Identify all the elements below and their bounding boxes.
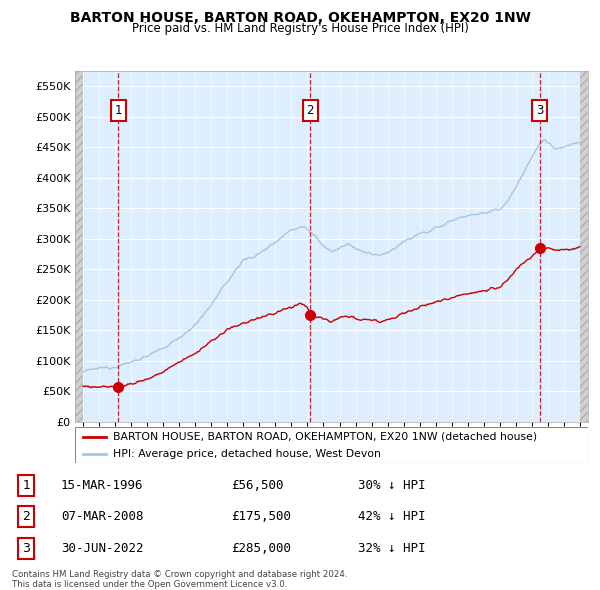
- Text: HPI: Average price, detached house, West Devon: HPI: Average price, detached house, West…: [113, 449, 382, 459]
- Text: BARTON HOUSE, BARTON ROAD, OKEHAMPTON, EX20 1NW (detached house): BARTON HOUSE, BARTON ROAD, OKEHAMPTON, E…: [113, 432, 538, 442]
- Text: 1: 1: [115, 104, 122, 117]
- Text: 1: 1: [22, 478, 31, 491]
- Text: 15-MAR-1996: 15-MAR-1996: [61, 478, 143, 491]
- Text: £175,500: £175,500: [231, 510, 291, 523]
- Bar: [580, 71, 588, 422]
- Text: 2: 2: [22, 510, 31, 523]
- Text: BARTON HOUSE, BARTON ROAD, OKEHAMPTON, EX20 1NW: BARTON HOUSE, BARTON ROAD, OKEHAMPTON, E…: [70, 11, 530, 25]
- Text: 3: 3: [22, 542, 31, 555]
- Text: £56,500: £56,500: [231, 478, 283, 491]
- Text: 30% ↓ HPI: 30% ↓ HPI: [358, 478, 425, 491]
- Text: Price paid vs. HM Land Registry's House Price Index (HPI): Price paid vs. HM Land Registry's House …: [131, 22, 469, 35]
- Text: 3: 3: [536, 104, 544, 117]
- Text: 42% ↓ HPI: 42% ↓ HPI: [358, 510, 425, 523]
- Text: 32% ↓ HPI: 32% ↓ HPI: [358, 542, 425, 555]
- Text: 07-MAR-2008: 07-MAR-2008: [61, 510, 143, 523]
- Text: 30-JUN-2022: 30-JUN-2022: [61, 542, 143, 555]
- Text: 2: 2: [307, 104, 314, 117]
- Bar: [75, 71, 83, 422]
- Text: £285,000: £285,000: [231, 542, 291, 555]
- Text: Contains HM Land Registry data © Crown copyright and database right 2024.
This d: Contains HM Land Registry data © Crown c…: [12, 570, 347, 589]
